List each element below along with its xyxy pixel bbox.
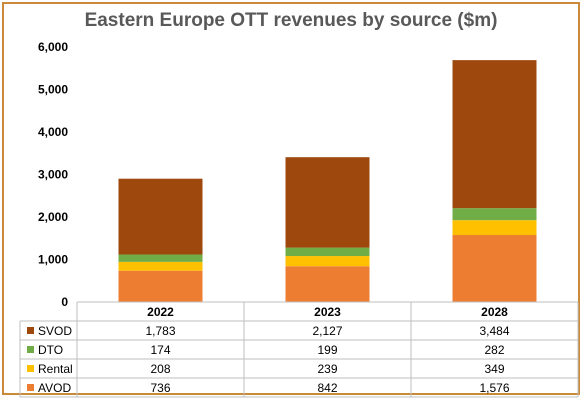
y-tick-label: 2,000 xyxy=(38,210,68,224)
bar-rental-2028 xyxy=(452,220,537,236)
table-value-dto-2023: 199 xyxy=(317,343,337,357)
table-value-svod-2022: 1,783 xyxy=(145,324,175,338)
legend-label-svod: SVOD xyxy=(38,324,72,338)
x-tick-label: 2023 xyxy=(314,305,341,319)
legend-swatch-dto xyxy=(27,346,34,353)
table-value-avod-2028: 1,576 xyxy=(479,381,509,395)
bar-svod-2022 xyxy=(118,178,203,255)
y-tick-label: 0 xyxy=(61,295,68,309)
x-tick-label: 2022 xyxy=(147,305,174,319)
bar-dto-2023 xyxy=(285,247,370,257)
y-tick-label: 3,000 xyxy=(38,168,68,182)
legend-label-dto: DTO xyxy=(38,343,63,357)
y-tick-label: 4,000 xyxy=(38,125,68,139)
table-value-avod-2022: 736 xyxy=(150,381,170,395)
bar-svod-2028 xyxy=(452,60,537,209)
bar-dto-2028 xyxy=(452,208,537,221)
bar-rental-2022 xyxy=(118,261,203,271)
bar-rental-2023 xyxy=(285,256,370,267)
legend-swatch-rental xyxy=(27,365,34,372)
y-tick-label: 5,000 xyxy=(38,83,68,97)
bar-avod-2022 xyxy=(118,270,203,302)
legend-label-rental: Rental xyxy=(38,362,73,376)
table-value-svod-2023: 2,127 xyxy=(312,324,342,338)
bar-dto-2022 xyxy=(118,254,203,262)
table-value-rental-2028: 349 xyxy=(484,362,504,376)
bar-avod-2023 xyxy=(285,266,370,302)
chart-title: Eastern Europe OTT revenues by source ($… xyxy=(84,10,498,31)
y-tick-label: 6,000 xyxy=(38,40,68,54)
legend-swatch-avod xyxy=(27,384,34,391)
bar-svod-2023 xyxy=(285,157,370,248)
table-value-dto-2022: 174 xyxy=(150,343,170,357)
y-tick-label: 1,000 xyxy=(38,253,68,267)
table-value-avod-2023: 842 xyxy=(317,381,337,395)
table-value-svod-2028: 3,484 xyxy=(479,324,509,338)
table-value-dto-2028: 282 xyxy=(484,343,504,357)
table-value-rental-2023: 239 xyxy=(317,362,337,376)
legend-swatch-svod xyxy=(27,327,34,334)
legend-label-avod: AVOD xyxy=(38,381,71,395)
x-tick-label: 2028 xyxy=(481,305,508,319)
table-value-rental-2022: 208 xyxy=(150,362,170,376)
bar-avod-2028 xyxy=(452,235,537,302)
